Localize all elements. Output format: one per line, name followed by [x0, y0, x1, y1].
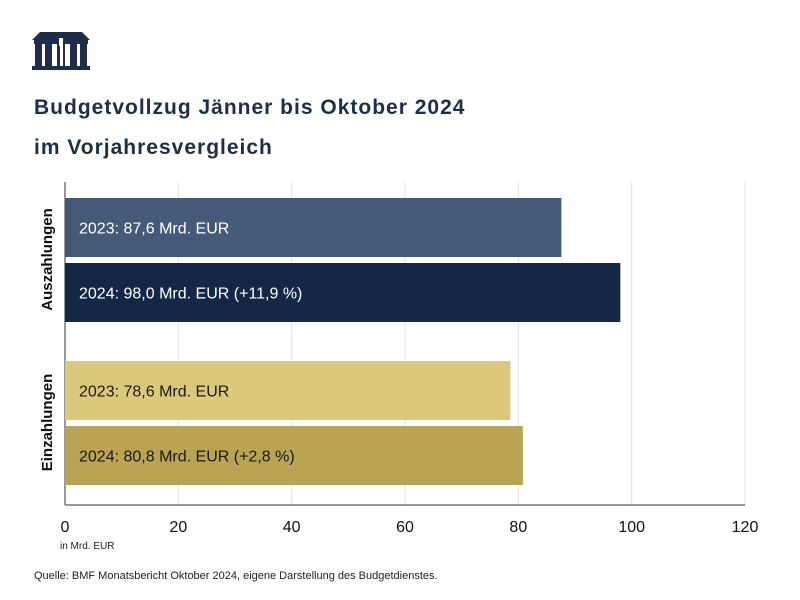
x-tick-label: 60	[396, 519, 414, 536]
category-label: Auszahlungen	[39, 208, 56, 311]
x-tick-label: 120	[732, 519, 759, 536]
bar	[65, 426, 523, 485]
x-axis-label: in Mrd. EUR	[60, 541, 114, 552]
bar	[65, 263, 621, 322]
x-tick-label: 20	[169, 519, 187, 536]
parliament-logo	[32, 32, 90, 70]
chart-title-line1: Budgetvollzug Jänner bis Oktober 2024	[34, 96, 466, 119]
x-tick-label: 40	[283, 519, 301, 536]
bar	[65, 361, 511, 420]
chart-title-line2: im Vorjahresvergleich	[34, 136, 273, 159]
bar-chart: 0 20 40 60 80 100 120 in Mrd. EUR 2023: 87,6 Mrd…	[39, 182, 759, 552]
x-tick-label: 100	[618, 519, 645, 536]
bar-label: 2023: 78,6 Mrd. EUR	[79, 384, 229, 401]
bar	[65, 198, 562, 257]
bar-label: 2023: 87,6 Mrd. EUR	[79, 221, 229, 238]
bar-label: 2024: 80,8 Mrd. EUR (+2,8 %)	[79, 449, 295, 466]
x-tick-label: 0	[61, 519, 70, 536]
bar-label: 2024: 98,0 Mrd. EUR (+11,9 %)	[79, 286, 302, 303]
x-tick-label: 80	[509, 519, 527, 536]
category-label: Einzahlungen	[39, 374, 56, 472]
source-note: Quelle: BMF Monatsbericht Oktober 2024, …	[34, 570, 438, 582]
